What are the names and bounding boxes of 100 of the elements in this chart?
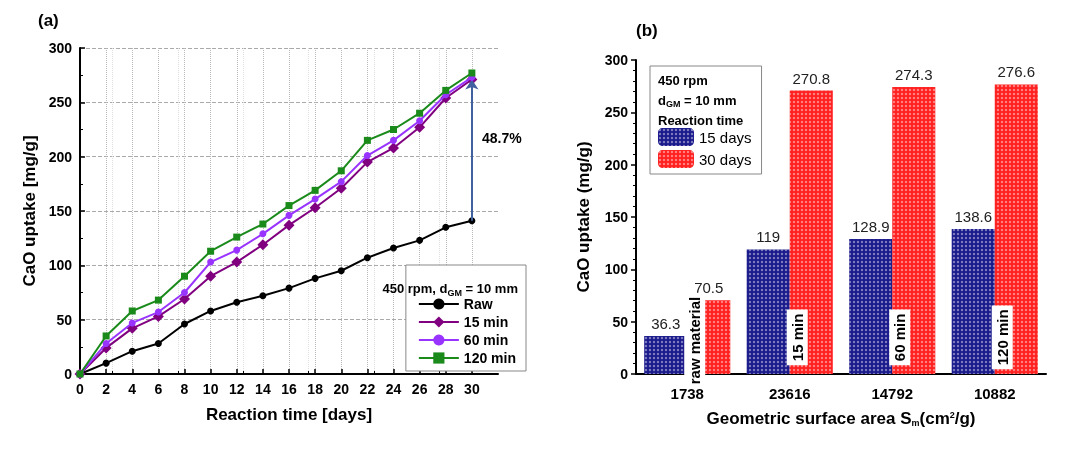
data-label: 138.6 — [954, 207, 992, 225]
x-tick-label: 1738 — [670, 385, 704, 402]
point — [311, 274, 319, 282]
data-label: 274.3 — [895, 65, 933, 83]
point — [154, 296, 162, 304]
point — [388, 142, 399, 154]
point — [154, 340, 162, 348]
x-tick-label: 12 — [228, 381, 245, 397]
annotation: 15 min — [788, 313, 806, 362]
point — [233, 246, 241, 254]
legend-label: 30 days — [699, 150, 752, 168]
point — [233, 233, 241, 241]
point — [181, 272, 188, 280]
point — [259, 230, 267, 238]
point — [442, 86, 450, 94]
point — [181, 320, 188, 328]
y-tick-label: 0 — [620, 366, 629, 382]
chart-title: (b) — [636, 21, 658, 40]
point — [337, 167, 345, 175]
legend-label: 120 min — [463, 350, 516, 366]
x-tick-label: 18 — [307, 381, 324, 397]
legend-label: 15 days — [699, 128, 752, 146]
x-tick-label: 8 — [180, 381, 189, 397]
legend-label: 60 min — [463, 332, 509, 348]
y-tick-label: 50 — [612, 313, 629, 330]
point — [257, 239, 269, 251]
data-label: 70.5 — [694, 279, 724, 297]
x-tick-label: 30 — [464, 381, 480, 397]
legend-label: 15 min — [463, 314, 509, 330]
x-tick-label: 4 — [128, 381, 137, 397]
y-tick-label: 300 — [604, 52, 629, 68]
point — [390, 136, 397, 144]
y-tick-label: 0 — [64, 366, 73, 382]
point — [207, 258, 215, 266]
y-tick-label: 150 — [48, 203, 73, 219]
y-tick-label: 100 — [604, 261, 629, 278]
x-tick-label: 14792 — [871, 385, 914, 402]
y-tick-label: 100 — [48, 257, 73, 274]
point — [231, 256, 243, 268]
y-tick-label: 300 — [48, 40, 73, 56]
point — [205, 270, 217, 282]
x-tick-label: 14 — [255, 381, 271, 397]
point — [207, 307, 215, 315]
chart-title: (a) — [38, 11, 59, 30]
point — [128, 319, 136, 327]
annotation: 48.7% — [482, 130, 523, 147]
x-tick-label: 28 — [437, 381, 454, 397]
y-tick-label: 200 — [48, 148, 73, 165]
x-tick-label: 24 — [385, 381, 402, 397]
point — [128, 307, 136, 315]
y-axis-title: CaO uptake (mg/g) — [574, 141, 593, 293]
point — [416, 236, 424, 244]
x-tick-label: 26 — [411, 381, 428, 397]
x-tick-label: 23616 — [768, 385, 811, 402]
point — [154, 308, 162, 316]
data-label: 36.3 — [651, 315, 681, 333]
point — [233, 298, 241, 306]
point — [363, 152, 371, 160]
x-tick-label: 10 — [202, 381, 219, 397]
point — [283, 219, 295, 231]
point — [207, 247, 215, 255]
point — [128, 347, 136, 355]
annotation: raw material — [686, 296, 704, 385]
y-axis-title: CaO uptake [mg/g] — [19, 135, 39, 287]
x-tick-label: 10882 — [973, 385, 1016, 402]
data-label: 119 — [756, 228, 781, 246]
point — [102, 359, 110, 367]
legend-label: Raw — [463, 296, 493, 312]
x-tick-label: 22 — [359, 381, 376, 397]
point — [442, 223, 450, 231]
x-tick-label: 6 — [154, 381, 163, 397]
point — [337, 178, 345, 186]
point — [390, 126, 397, 133]
x-tick-label: 20 — [333, 381, 350, 397]
annotation: 120 min — [993, 309, 1011, 366]
point — [181, 289, 188, 296]
x-tick-label: 16 — [281, 381, 297, 397]
point — [259, 220, 267, 228]
point — [259, 292, 267, 300]
point — [285, 211, 293, 219]
point — [468, 69, 476, 77]
annotation: 60 min — [891, 313, 909, 362]
point — [416, 109, 424, 117]
y-tick-label: 200 — [604, 156, 629, 173]
y-tick-label: 150 — [604, 209, 629, 225]
point — [363, 136, 371, 144]
y-tick-label: 250 — [604, 104, 629, 121]
y-tick-label: 250 — [48, 94, 73, 111]
point — [390, 244, 397, 252]
point — [285, 202, 293, 210]
y-tick-label: 50 — [56, 311, 73, 328]
point — [311, 186, 319, 194]
x-tick-label: 2 — [102, 381, 111, 397]
point — [416, 117, 424, 125]
x-tick-label: 0 — [76, 381, 85, 397]
data-label: 276.6 — [997, 63, 1036, 81]
point — [309, 202, 321, 214]
data-label: 270.8 — [792, 69, 831, 87]
point — [102, 332, 110, 340]
point — [102, 340, 110, 348]
